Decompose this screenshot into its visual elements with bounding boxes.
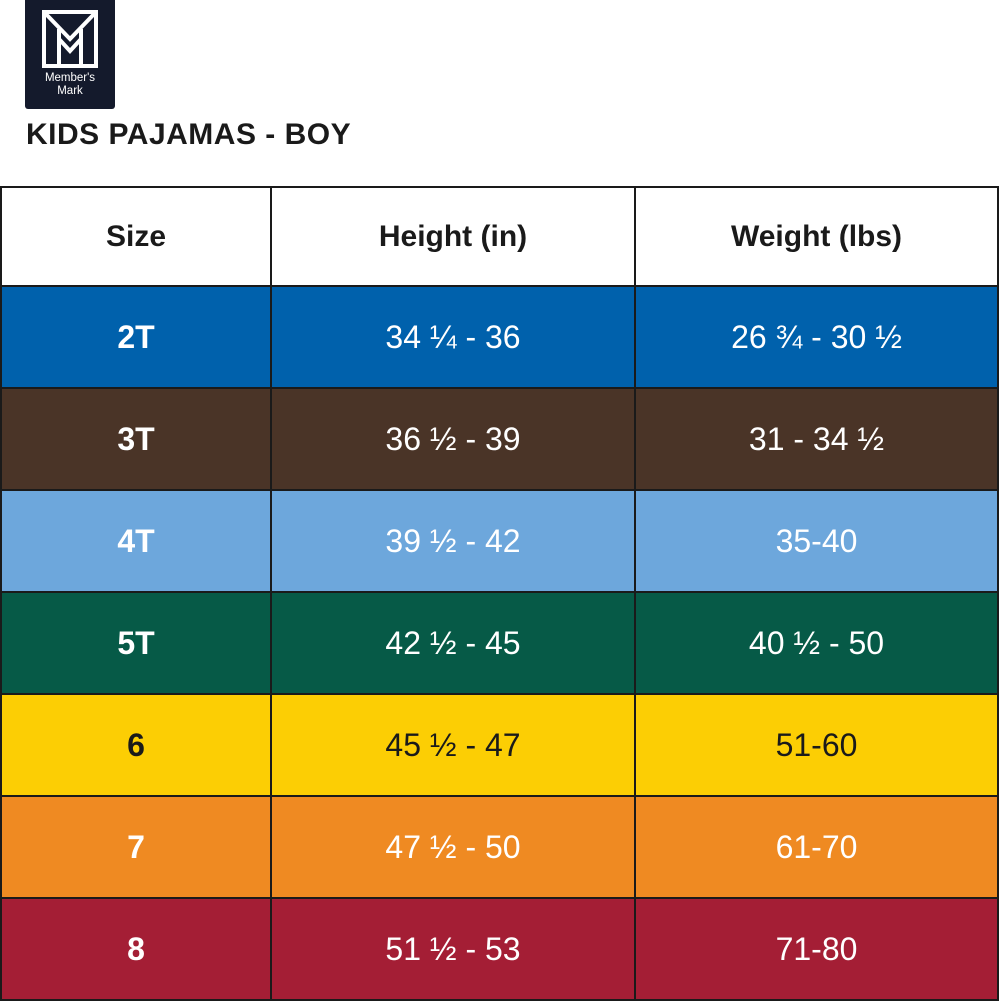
header-row: Size Height (in) Weight (lbs) xyxy=(0,186,999,287)
height-cell: 45 ½ - 47 xyxy=(270,693,636,797)
table-row: 6 45 ½ - 47 51-60 xyxy=(0,693,999,797)
size-cell: 3T xyxy=(0,387,272,491)
size-cell: 4T xyxy=(0,489,272,593)
table-row: 3T 36 ½ - 39 31 - 34 ½ xyxy=(0,387,999,491)
size-cell: 8 xyxy=(0,897,272,1001)
brand-logo: Member's Mark xyxy=(25,0,115,109)
brand-name-line1: Member's xyxy=(44,72,96,84)
weight-cell: 51-60 xyxy=(634,693,999,797)
table-row: 5T 42 ½ - 45 40 ½ - 50 xyxy=(0,591,999,695)
table-row: 8 51 ½ - 53 71-80 xyxy=(0,897,999,1001)
weight-cell: 31 - 34 ½ xyxy=(634,387,999,491)
height-cell: 51 ½ - 53 xyxy=(270,897,636,1001)
page-title: KIDS PAJAMAS - BOY xyxy=(26,118,352,151)
height-cell: 39 ½ - 42 xyxy=(270,489,636,593)
table-row: 2T 34 ¼ - 36 26 ¾ - 30 ½ xyxy=(0,285,999,389)
size-cell: 2T xyxy=(0,285,272,389)
members-mark-m-icon xyxy=(42,10,98,68)
size-chart-table: Size Height (in) Weight (lbs) 2T 34 ¼ - … xyxy=(0,186,999,1001)
table-row: 7 47 ½ - 50 61-70 xyxy=(0,795,999,899)
table-row: 4T 39 ½ - 42 35-40 xyxy=(0,489,999,593)
weight-cell: 35-40 xyxy=(634,489,999,593)
weight-cell: 71-80 xyxy=(634,897,999,1001)
height-cell: 47 ½ - 50 xyxy=(270,795,636,899)
height-cell: 42 ½ - 45 xyxy=(270,591,636,695)
brand-name: Member's Mark xyxy=(25,72,115,98)
header-weight: Weight (lbs) xyxy=(634,186,999,287)
header-height: Height (in) xyxy=(270,186,636,287)
header-size: Size xyxy=(0,186,272,287)
size-cell: 7 xyxy=(0,795,272,899)
weight-cell: 26 ¾ - 30 ½ xyxy=(634,285,999,389)
size-cell: 6 xyxy=(0,693,272,797)
weight-cell: 40 ½ - 50 xyxy=(634,591,999,695)
size-cell: 5T xyxy=(0,591,272,695)
brand-name-line2: Mark xyxy=(57,85,83,97)
height-cell: 34 ¼ - 36 xyxy=(270,285,636,389)
height-cell: 36 ½ - 39 xyxy=(270,387,636,491)
weight-cell: 61-70 xyxy=(634,795,999,899)
